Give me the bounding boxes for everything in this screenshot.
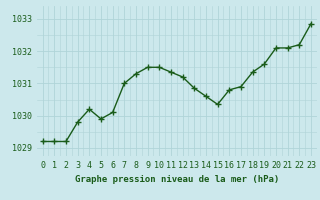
- X-axis label: Graphe pression niveau de la mer (hPa): Graphe pression niveau de la mer (hPa): [75, 175, 279, 184]
